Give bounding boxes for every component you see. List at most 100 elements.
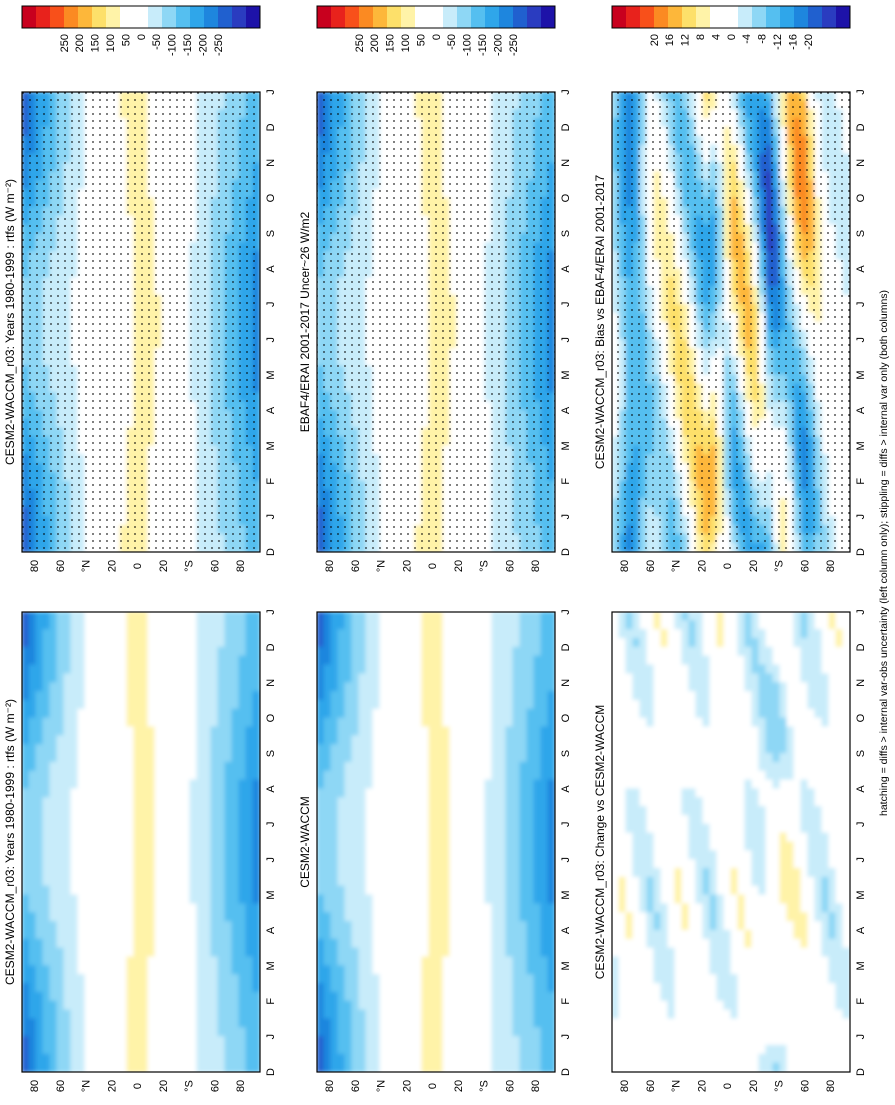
lat-tick-label: 20 xyxy=(453,560,465,572)
lat-tick-label: 20 xyxy=(158,560,170,572)
lat-tick-label: °N xyxy=(671,560,683,572)
month-tick-label: J xyxy=(265,609,277,615)
colorbar-swatch xyxy=(752,6,767,28)
lat-tick-label: °S xyxy=(184,1080,196,1092)
colorbar-label: -150 xyxy=(477,34,489,56)
lat-tick-label: 20 xyxy=(696,1080,708,1092)
colorbar-label: -50 xyxy=(446,34,458,50)
lat-tick-label: 60 xyxy=(209,560,221,572)
colorbar-swatch xyxy=(822,6,837,28)
colorbar-swatch xyxy=(246,6,261,28)
lat-tick-label: °N xyxy=(376,560,388,572)
lat-tick-label: 60 xyxy=(55,560,67,572)
colorbar-swatch xyxy=(190,6,205,28)
month-tick-label: S xyxy=(855,750,867,757)
month-tick-label: A xyxy=(560,406,572,414)
colorbar-label: 250 xyxy=(354,34,366,52)
colorbar-swatch xyxy=(162,6,177,28)
colorbar-swatch xyxy=(836,6,851,28)
colorbar-swatch xyxy=(134,6,149,28)
month-tick-label: D xyxy=(855,643,867,651)
panel-title: CESM2-WACCM_r03: Years 1980-1999 : rtfs … xyxy=(3,699,17,985)
lat-tick-label: 80 xyxy=(619,1080,631,1092)
colorbar-swatch xyxy=(415,6,430,28)
lat-tick-label: 20 xyxy=(748,1080,760,1092)
lat-tick-label: 80 xyxy=(235,560,247,572)
heatmap-field xyxy=(612,92,850,552)
colorbar-label: -200 xyxy=(492,34,504,56)
colorbar-swatch xyxy=(668,6,683,28)
panel-top-left: 80 60 °N 20 0 20 °S 60 80 D J F M A M J J A S O N D J CESM2-WAC… xyxy=(3,89,277,572)
colorbar-label: 150 xyxy=(385,34,397,52)
panel-title: CESM2-WACCM xyxy=(298,796,312,888)
stipple-overlay xyxy=(22,92,260,552)
month-tick-label: M xyxy=(560,890,572,899)
month-tick-label: A xyxy=(855,265,867,273)
month-tick-label: F xyxy=(560,998,572,1005)
plot-frame xyxy=(611,91,851,553)
lat-tick-label: °N xyxy=(81,560,93,572)
lat-tick-label: 20 xyxy=(696,560,708,572)
month-tick-label: J xyxy=(560,514,572,520)
month-tick-label: J xyxy=(560,89,572,95)
colorbar-swatch xyxy=(485,6,500,28)
colorbar-swatch xyxy=(499,6,514,28)
colorbar-label: 50 xyxy=(415,34,427,46)
colorbar-label: 0 xyxy=(726,34,738,40)
colorbar-label: 0 xyxy=(136,34,148,40)
colorbar-swatch xyxy=(106,6,121,28)
colorbar-label: -4 xyxy=(741,34,753,44)
month-tick-label: J xyxy=(855,337,867,343)
colorbar-swatch xyxy=(780,6,795,28)
month-tick-label: M xyxy=(560,961,572,970)
colorbar-label: 100 xyxy=(105,34,117,52)
plot-frame xyxy=(21,91,261,553)
colorbar-swatch xyxy=(359,6,374,28)
lat-tick-label: 80 xyxy=(235,1080,247,1092)
lat-tick-label: 0 xyxy=(427,563,439,569)
lat-tick-label: 80 xyxy=(29,1080,41,1092)
month-tick-label: S xyxy=(560,230,572,237)
panel-title: EBAF4/ERAI 2001-2017 Uncer~26 W/m2 xyxy=(298,211,312,432)
colorbar-label: 16 xyxy=(664,34,676,46)
lat-tick-label: 20 xyxy=(106,1080,118,1092)
colorbar-swatch xyxy=(64,6,79,28)
month-tick-label: N xyxy=(560,159,572,167)
lat-tick-label: 60 xyxy=(799,1080,811,1092)
month-tick-label: J xyxy=(560,302,572,308)
month-tick-label: J xyxy=(855,1034,867,1040)
month-tick-label: D xyxy=(265,1068,277,1076)
panel-top-right: 80 60 °N 20 0 20 °S 60 80 D J F M A M J J A S O N D J CESM2-WAC… xyxy=(3,609,277,1092)
plot-frame xyxy=(316,611,556,1073)
lat-tick-label: 0 xyxy=(132,563,144,569)
month-tick-label: J xyxy=(560,822,572,828)
lat-tick-label: °S xyxy=(479,560,491,572)
month-tick-label: M xyxy=(560,441,572,450)
month-tick-label: J xyxy=(265,514,277,520)
lat-tick-label: 0 xyxy=(132,1083,144,1089)
panel-middle-left: 80 60 °N 20 0 20 °S 60 80 D J F M A M J J A S O N D J EBAF4/ERA… xyxy=(298,89,572,572)
month-tick-label: J xyxy=(560,609,572,615)
month-tick-label: O xyxy=(560,193,572,202)
colorbar-swatch xyxy=(78,6,93,28)
lat-tick-label: 20 xyxy=(158,1080,170,1092)
month-tick-label: S xyxy=(855,230,867,237)
month-tick-label: O xyxy=(855,713,867,722)
colorbar-label: -250 xyxy=(508,34,520,56)
month-tick-label: M xyxy=(265,961,277,970)
colorbar-swatch xyxy=(22,6,37,28)
month-tick-label: J xyxy=(265,337,277,343)
month-tick-label: J xyxy=(855,302,867,308)
month-tick-label: A xyxy=(265,265,277,273)
month-tick-label: F xyxy=(855,998,867,1005)
colorbar-swatch xyxy=(541,6,556,28)
panel-title: CESM2-WACCM_r03: Bias vs EBAF4/ERAI 2001… xyxy=(593,175,607,470)
month-tick-label: D xyxy=(855,548,867,556)
colorbar-label: -150 xyxy=(182,34,194,56)
month-tick-label: O xyxy=(855,193,867,202)
lat-tick-label: °S xyxy=(774,1080,786,1092)
lat-tick-label: 20 xyxy=(401,560,413,572)
lat-tick-label: 60 xyxy=(209,1080,221,1092)
month-tick-label: N xyxy=(855,679,867,687)
